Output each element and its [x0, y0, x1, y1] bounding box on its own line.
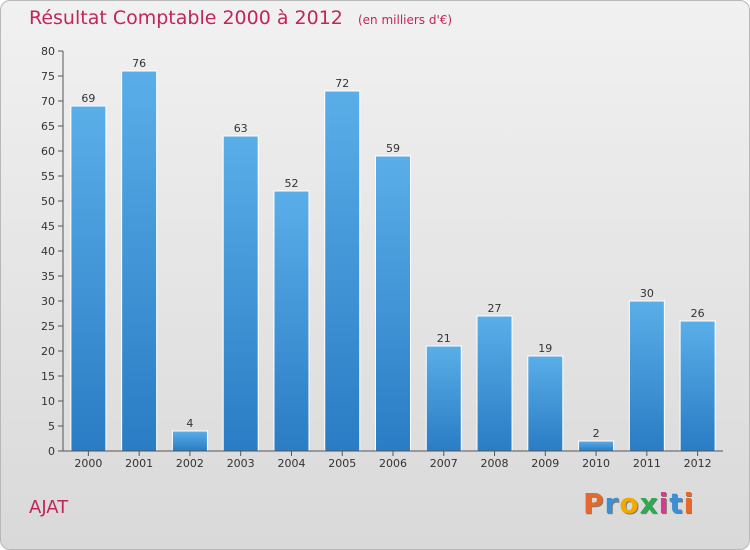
value-label-2010: 2	[593, 427, 600, 440]
chart-title: Résultat Comptable 2000 à 2012	[29, 7, 343, 29]
bar-2006	[375, 155, 411, 452]
bar-2005	[324, 90, 361, 452]
value-label-2012: 26	[691, 307, 705, 320]
bar-2002	[171, 430, 208, 452]
bar-2003	[222, 135, 259, 452]
x-tick-label-2012: 2012	[684, 457, 712, 470]
y-tick-label: 20	[41, 345, 55, 358]
y-tick-label: 50	[41, 195, 55, 208]
x-tick-label-2008: 2008	[481, 457, 509, 470]
x-tick-label-2011: 2011	[633, 457, 661, 470]
x-tick-label-2005: 2005	[328, 457, 356, 470]
y-tick-label: 65	[41, 120, 55, 133]
y-tick-label: 70	[41, 95, 55, 108]
x-tick-label-2007: 2007	[430, 457, 458, 470]
value-label-2005: 72	[335, 77, 349, 90]
bar-2001	[121, 70, 158, 452]
bar-2008	[476, 315, 513, 452]
value-label-2003: 63	[234, 122, 248, 135]
value-label-2002: 4	[186, 417, 193, 430]
x-tick-label-2006: 2006	[379, 457, 407, 470]
y-tick-label: 15	[41, 370, 55, 383]
bar-2010	[578, 440, 615, 452]
value-label-2000: 69	[81, 92, 95, 105]
logo-letter: P	[583, 487, 605, 520]
y-tick-label: 60	[41, 145, 55, 158]
y-tick-label: 55	[41, 170, 55, 183]
logo-letter: o	[619, 487, 640, 520]
y-tick-label: 45	[41, 220, 55, 233]
bar-2007	[425, 345, 462, 452]
logo-letter: x	[639, 487, 659, 520]
y-tick-label: 5	[48, 420, 55, 433]
proxiti-logo: Proxiti	[583, 487, 694, 520]
y-tick-label: 80	[41, 45, 55, 58]
x-tick-label-2001: 2001	[125, 457, 153, 470]
x-tick-label-2010: 2010	[582, 457, 610, 470]
y-tick-label: 75	[41, 70, 55, 83]
value-label-2004: 52	[284, 177, 298, 190]
value-label-2006: 59	[386, 142, 400, 155]
x-tick-label-2004: 2004	[277, 457, 305, 470]
bar-2012	[679, 320, 716, 452]
bar-2004	[273, 190, 310, 452]
value-label-2011: 30	[640, 287, 654, 300]
logo-letter: t	[669, 487, 684, 520]
y-tick-label: 0	[48, 445, 55, 458]
value-label-2001: 76	[132, 57, 146, 70]
x-tick-label-2003: 2003	[227, 457, 255, 470]
logo-letter: i	[683, 487, 695, 520]
value-label-2007: 21	[437, 332, 451, 345]
y-tick-label: 25	[41, 320, 55, 333]
bar-2011	[628, 300, 665, 452]
logo-letter: r	[604, 487, 620, 520]
y-tick-label: 35	[41, 270, 55, 283]
bar-2000	[70, 105, 107, 452]
value-label-2008: 27	[488, 302, 502, 315]
y-tick-label: 10	[41, 395, 55, 408]
x-tick-label-2009: 2009	[531, 457, 559, 470]
x-tick-label-2002: 2002	[176, 457, 204, 470]
chart-unit-label: (en milliers d'€)	[357, 13, 453, 27]
value-label-2009: 19	[538, 342, 552, 355]
y-tick-label: 30	[41, 295, 55, 308]
bar-2009	[527, 355, 564, 452]
logo-letter: i	[658, 487, 670, 520]
city-name: AJAT	[29, 497, 69, 518]
y-tick-label: 40	[41, 245, 55, 258]
x-tick-label-2000: 2000	[74, 457, 102, 470]
title-row: Résultat Comptable 2000 à 2012 (en milli…	[29, 7, 452, 29]
